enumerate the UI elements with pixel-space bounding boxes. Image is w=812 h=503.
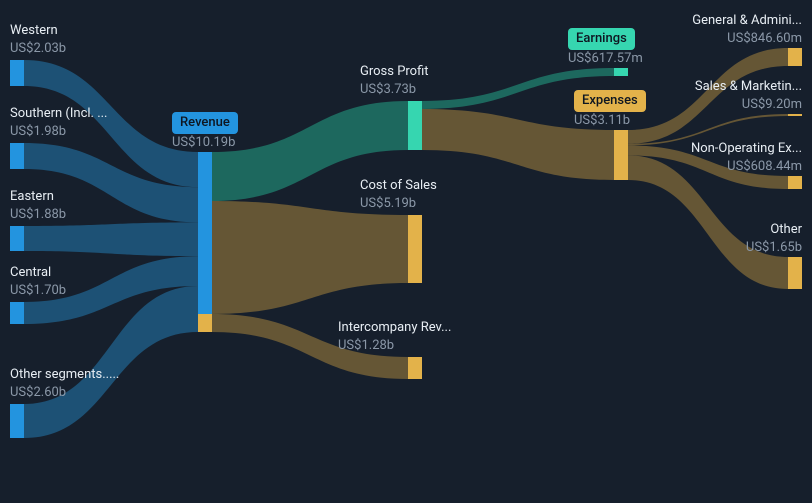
label-central: CentralUS$1.70b (10, 264, 66, 299)
label-expenses: ExpensesUS$3.11b (574, 90, 646, 129)
node-central (10, 302, 24, 324)
label-gross-profit: Gross ProfitUS$3.73b (360, 63, 429, 98)
node-revenue-blue (198, 152, 212, 285)
label-intercompany: Intercompany Rev...US$1.28b (338, 319, 451, 354)
label-earnings: EarningsUS$617.57m (568, 28, 643, 67)
label-ga: General & Admini...US$846.60m (692, 12, 802, 47)
node-ga (788, 48, 802, 66)
label-eastern: EasternUS$1.88b (10, 188, 66, 223)
label-cost-of-sales: Cost of SalesUS$5.19b (360, 177, 437, 212)
node-cost-of-sales (408, 215, 422, 283)
label-western: WesternUS$2.03b (10, 22, 66, 57)
label-sales_mkt: Sales & Marketin...US$9.20m (695, 78, 802, 113)
node-intercompany (408, 357, 422, 379)
node-eastern (10, 226, 24, 251)
node-earnings (614, 68, 628, 76)
node-sales_mkt (788, 114, 802, 116)
node-nonop (788, 176, 802, 189)
node-expenses (614, 130, 628, 180)
label-other: OtherUS$1.65b (746, 221, 802, 256)
node-southern (10, 143, 24, 169)
node-other_seg (10, 404, 24, 438)
label-other_seg: Other segments.....US$2.60b (10, 366, 119, 401)
label-southern: Southern (Incl. ...US$1.98b (10, 105, 107, 140)
node-western (10, 60, 24, 86)
node-gross-profit (408, 101, 422, 150)
label-nonop: Non-Operating Ex...US$608.44m (691, 140, 802, 175)
sankey-chart: WesternUS$2.03b Southern (Incl. ...US$1.9… (0, 0, 812, 503)
label-revenue: RevenueUS$10.19b (172, 112, 238, 151)
node-other (788, 257, 802, 289)
node-revenue-amber (198, 314, 212, 332)
